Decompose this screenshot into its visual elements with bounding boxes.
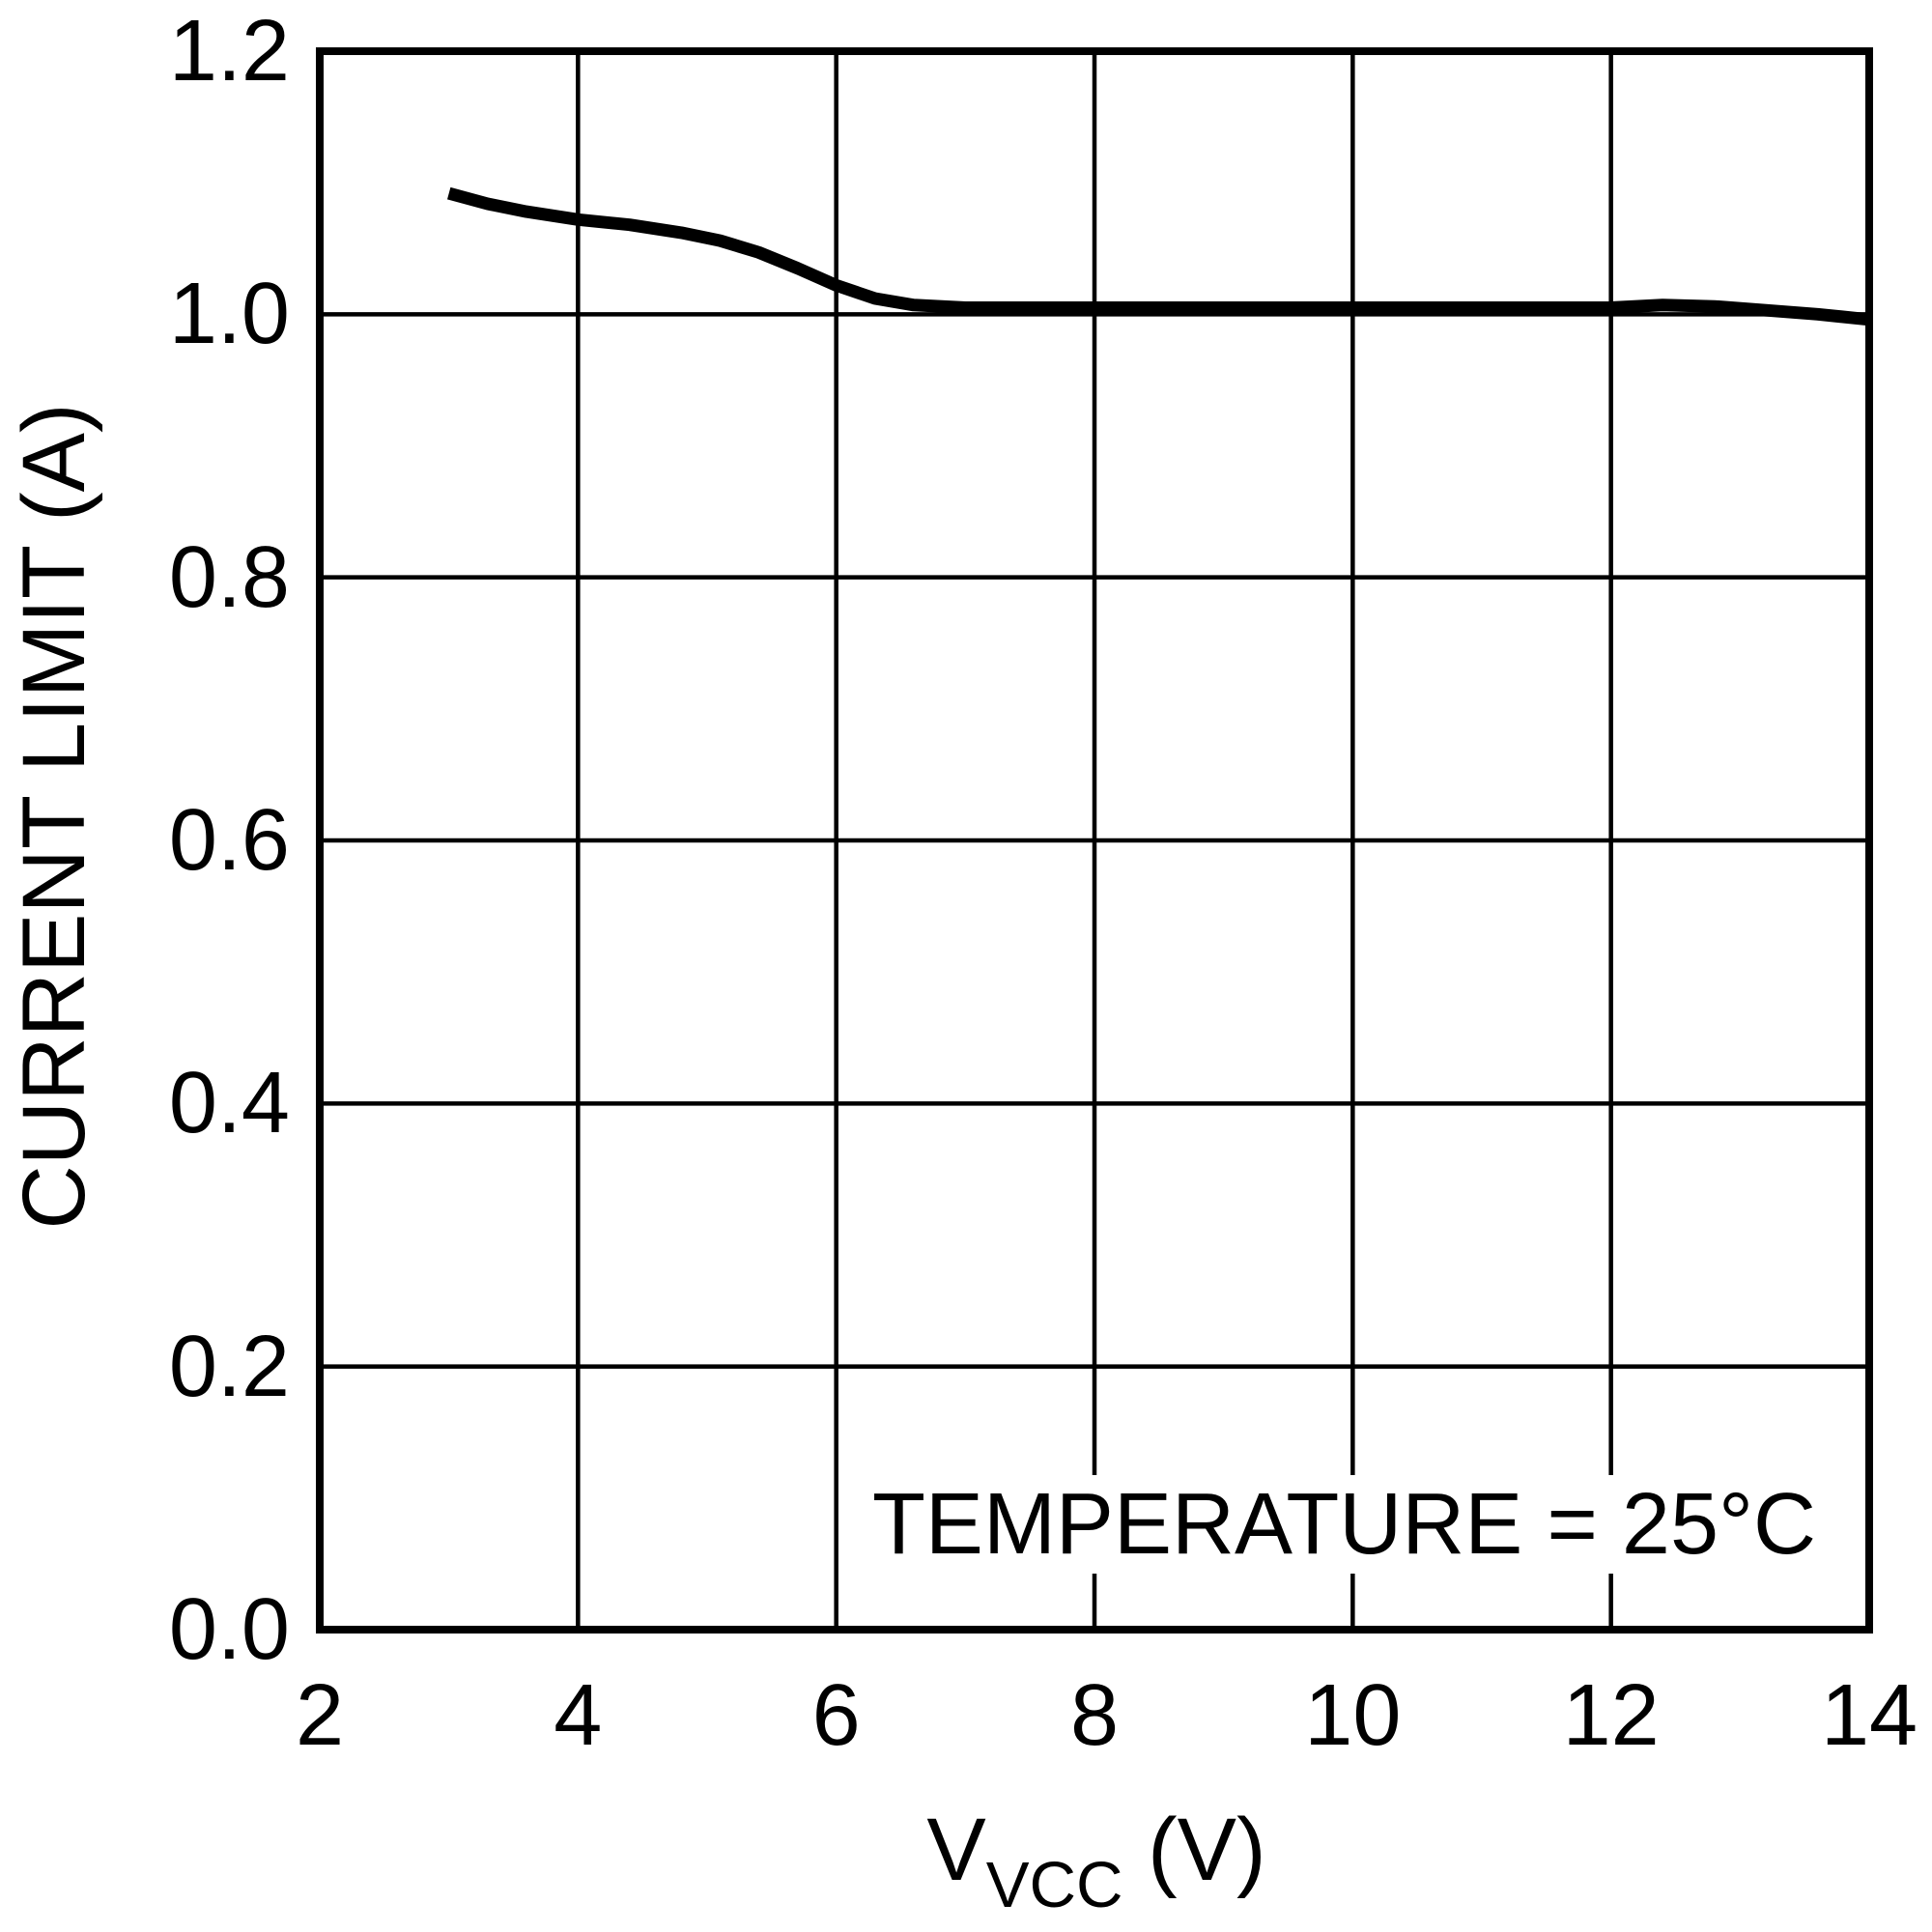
y-tick-label-0.0: 0.0 xyxy=(168,1581,290,1678)
x-axis-title-unit: (V) xyxy=(1122,1801,1266,1899)
temperature-annotation: TEMPERATURE = 25°C xyxy=(862,1475,1816,1574)
y-tick-label-1.2: 1.2 xyxy=(168,3,290,99)
y-tick-label-0.6: 0.6 xyxy=(168,792,290,889)
x-axis-title-subscript: VCC xyxy=(985,1849,1123,1922)
x-tick-label-2: 2 xyxy=(295,1667,345,1764)
x-tick-label-10: 10 xyxy=(1304,1667,1402,1764)
x-tick-label-12: 12 xyxy=(1562,1667,1660,1764)
x-axis-title: VVCC (V) xyxy=(926,1805,1265,1918)
y-tick-label-0.4: 0.4 xyxy=(168,1055,290,1152)
x-tick-label-14: 14 xyxy=(1820,1667,1918,1764)
plot-frame xyxy=(316,47,1873,1634)
x-tick-label-4: 4 xyxy=(554,1667,603,1764)
y-axis-title: CURRENT LIMIT (A) xyxy=(5,403,103,1230)
x-axis-title-symbol: V xyxy=(926,1801,986,1899)
series-current-limit xyxy=(446,186,1870,327)
y-tick-label-0.8: 0.8 xyxy=(168,528,290,626)
x-tick-label-6: 6 xyxy=(811,1667,861,1764)
y-tick-label-1.0: 1.0 xyxy=(168,266,290,363)
y-tick-label-0.2: 0.2 xyxy=(168,1318,290,1415)
x-tick-label-8: 8 xyxy=(1069,1667,1120,1764)
